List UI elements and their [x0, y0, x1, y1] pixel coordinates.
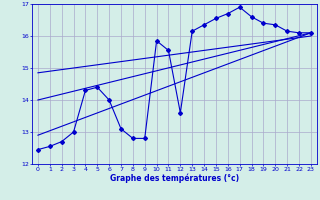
- X-axis label: Graphe des températures (°c): Graphe des températures (°c): [110, 173, 239, 183]
